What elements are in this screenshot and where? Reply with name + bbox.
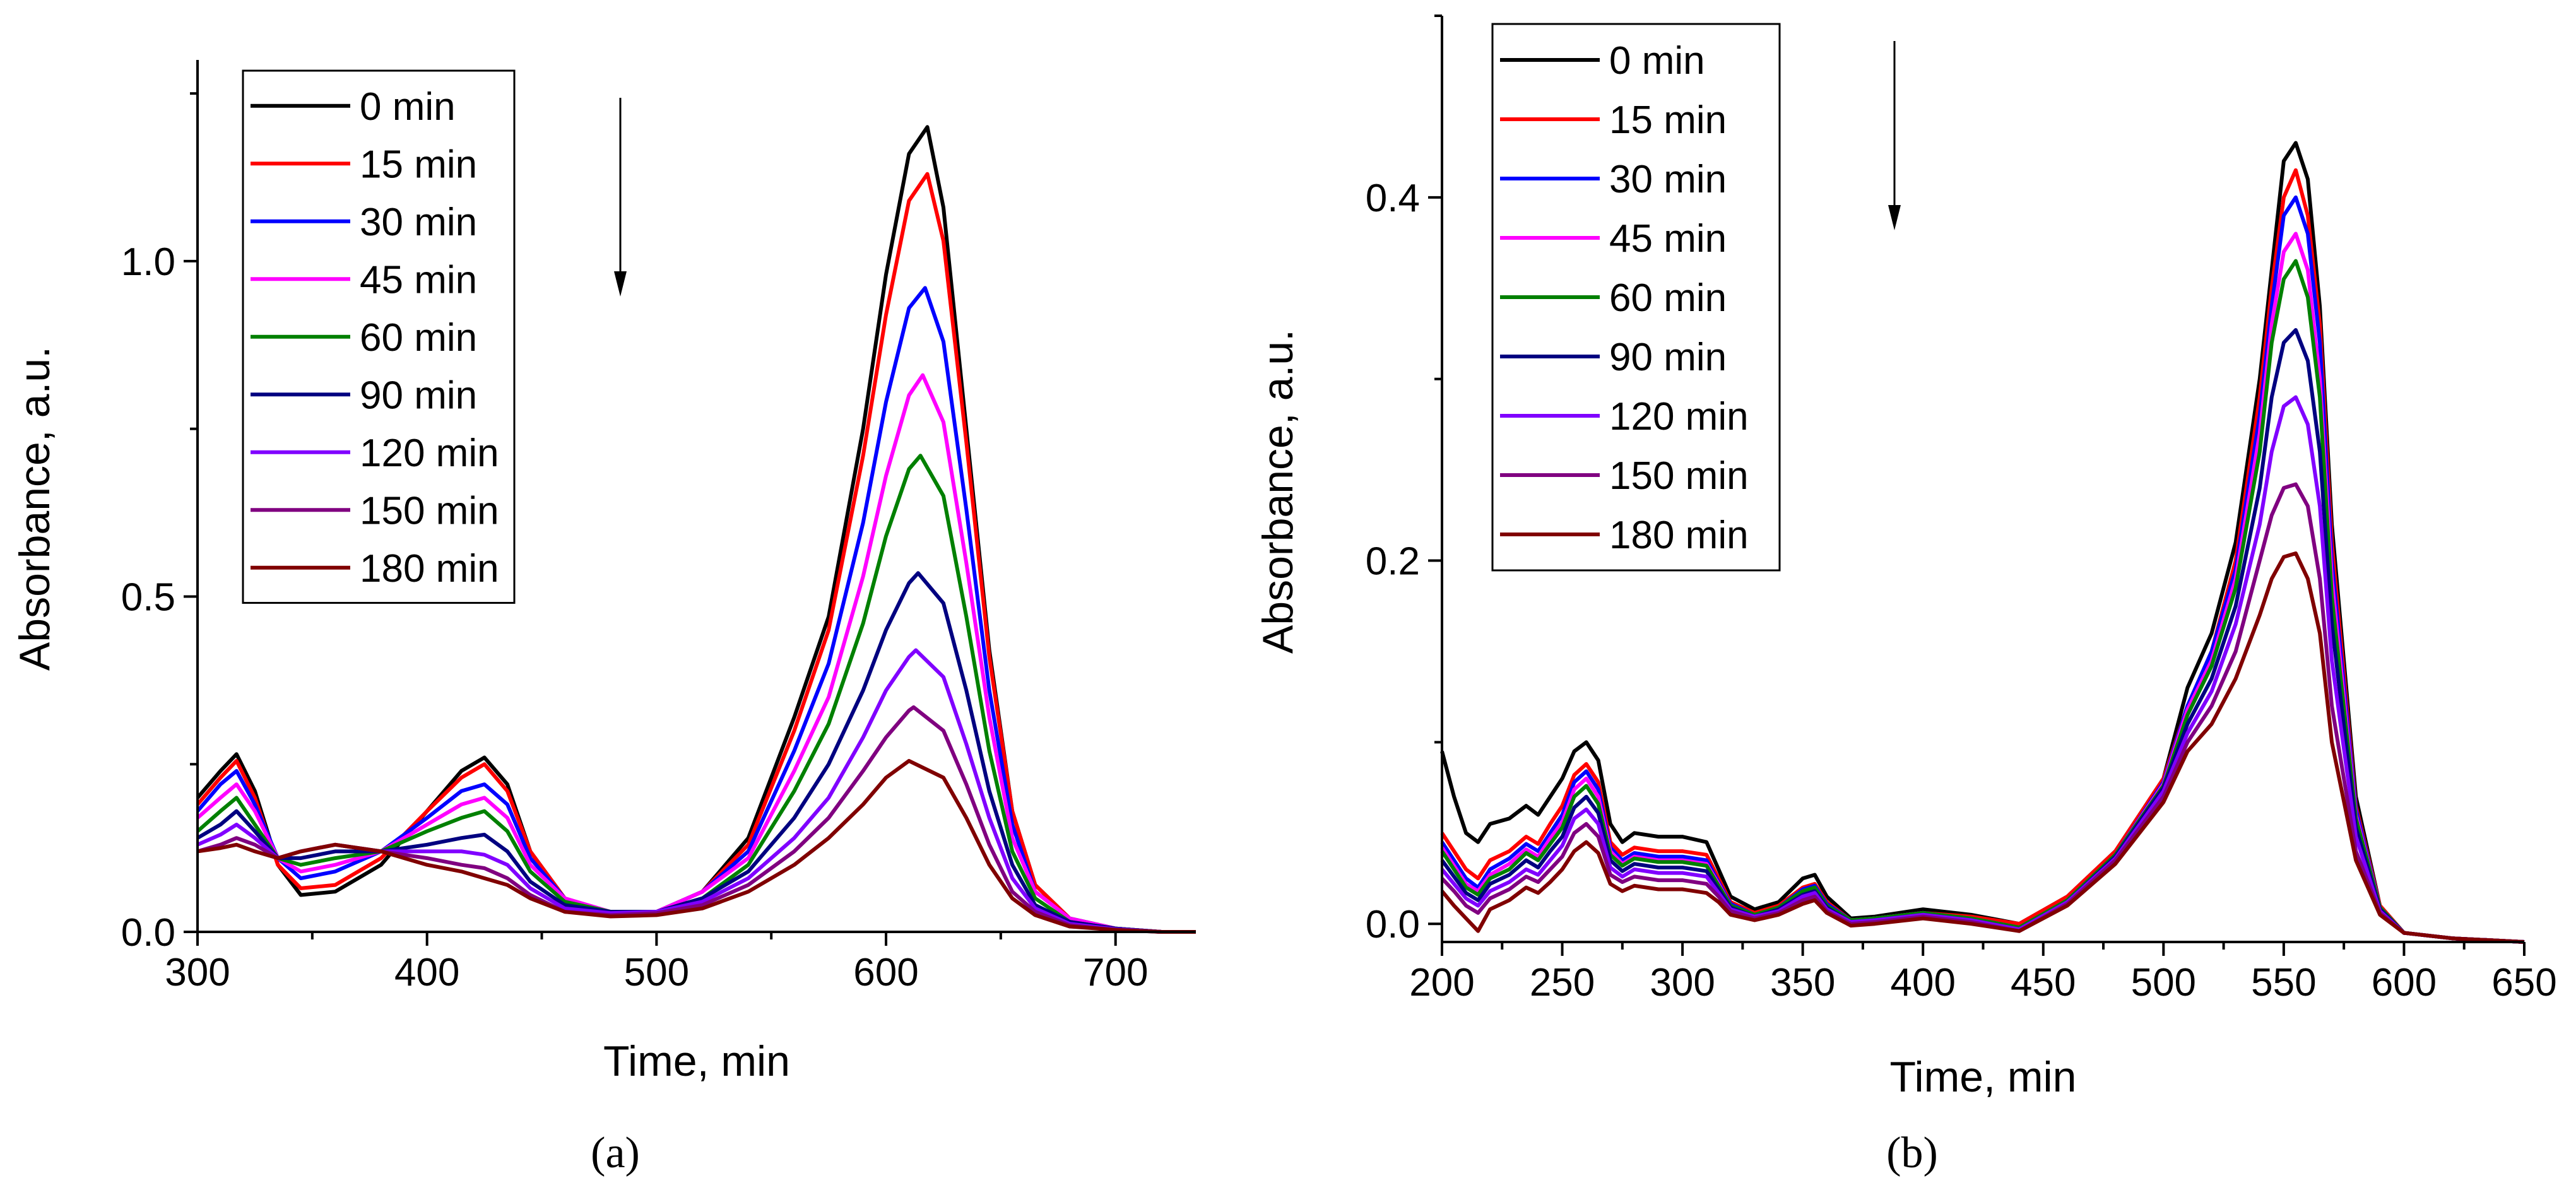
- series-line-90-min: [196, 571, 1196, 934]
- legend-label: 180 min: [1609, 514, 1749, 557]
- x-tick-label: 400: [394, 951, 459, 994]
- arrow-head-icon: [1888, 205, 1901, 230]
- legend-label: 15 min: [360, 143, 477, 186]
- x-tick-label: 350: [1770, 961, 1835, 1004]
- y-axis-title: Absorbance, a.u.: [1254, 329, 1302, 654]
- x-tick-label: 550: [2251, 961, 2316, 1004]
- series-line-45-min: [196, 373, 1196, 934]
- panel-a: 300 400 500 600 700 0.0 0.5 1.0 Time, min Absorba…: [11, 60, 1196, 1177]
- legend-label: 150 min: [1609, 454, 1749, 498]
- x-tick-label: 650: [2491, 961, 2556, 1004]
- legend-label: 120 min: [1609, 395, 1749, 438]
- legend-label: 60 min: [1609, 276, 1727, 320]
- x-tick-label: 700: [1083, 951, 1148, 994]
- legend-label: 45 min: [1609, 217, 1727, 261]
- x-tick-label: 600: [853, 951, 918, 994]
- y-tick-label: 0.2: [1366, 540, 1420, 584]
- legend-label: 120 min: [360, 432, 499, 475]
- legend-label: 0 min: [360, 85, 456, 129]
- series-line-120-min: [1440, 395, 2525, 944]
- legend-label: 150 min: [360, 489, 499, 533]
- series-line-180-min: [1440, 551, 2525, 944]
- x-tick-label: 400: [1890, 961, 1955, 1004]
- x-tick-label: 250: [1530, 961, 1595, 1004]
- x-tick-label: 300: [1650, 961, 1715, 1004]
- legend-label: 90 min: [1609, 336, 1727, 379]
- legend-label: 45 min: [360, 258, 477, 302]
- panel-b: 200 250 300 350 400 450 500 550 600 650 0.0 0.2 0.4 T…: [1254, 15, 2557, 1177]
- y-tick-label: 0.5: [121, 575, 175, 619]
- x-axis-title: Time, min: [603, 1037, 790, 1085]
- series-line-150-min: [1440, 482, 2525, 944]
- series-line-180-min: [197, 758, 1196, 934]
- y-tick-label: 0.4: [1366, 177, 1420, 220]
- legend-label: 30 min: [360, 201, 477, 244]
- legend-label: 15 min: [1609, 98, 1727, 142]
- panel-label: (b): [1886, 1129, 1938, 1177]
- x-tick-label: 500: [2131, 961, 2196, 1004]
- legend-label: 180 min: [360, 547, 499, 591]
- x-axis-title: Time, min: [1890, 1053, 2077, 1101]
- series-line-0-min: [1440, 141, 2525, 944]
- legend-label: 90 min: [360, 374, 477, 417]
- x-tick-label: 500: [624, 951, 689, 994]
- y-tick-label: 0.0: [1366, 903, 1420, 946]
- x-tick-label: 300: [165, 951, 230, 994]
- y-tick-label: 0.0: [121, 911, 175, 955]
- legend-label: 30 min: [1609, 158, 1727, 201]
- panel-label: (a): [591, 1129, 640, 1177]
- y-axis-title: Absorbance, a.u.: [11, 346, 59, 671]
- arrow-head-icon: [614, 271, 627, 297]
- y-tick-label: 1.0: [121, 240, 175, 284]
- legend-label: 60 min: [360, 316, 477, 360]
- x-tick-label: 200: [1409, 961, 1474, 1004]
- x-tick-label: 450: [2011, 961, 2076, 1004]
- legend-label: 0 min: [1609, 39, 1705, 83]
- series-line-60-min: [1440, 259, 2525, 944]
- x-tick-label: 600: [2372, 961, 2437, 1004]
- series-line-120-min: [196, 648, 1196, 934]
